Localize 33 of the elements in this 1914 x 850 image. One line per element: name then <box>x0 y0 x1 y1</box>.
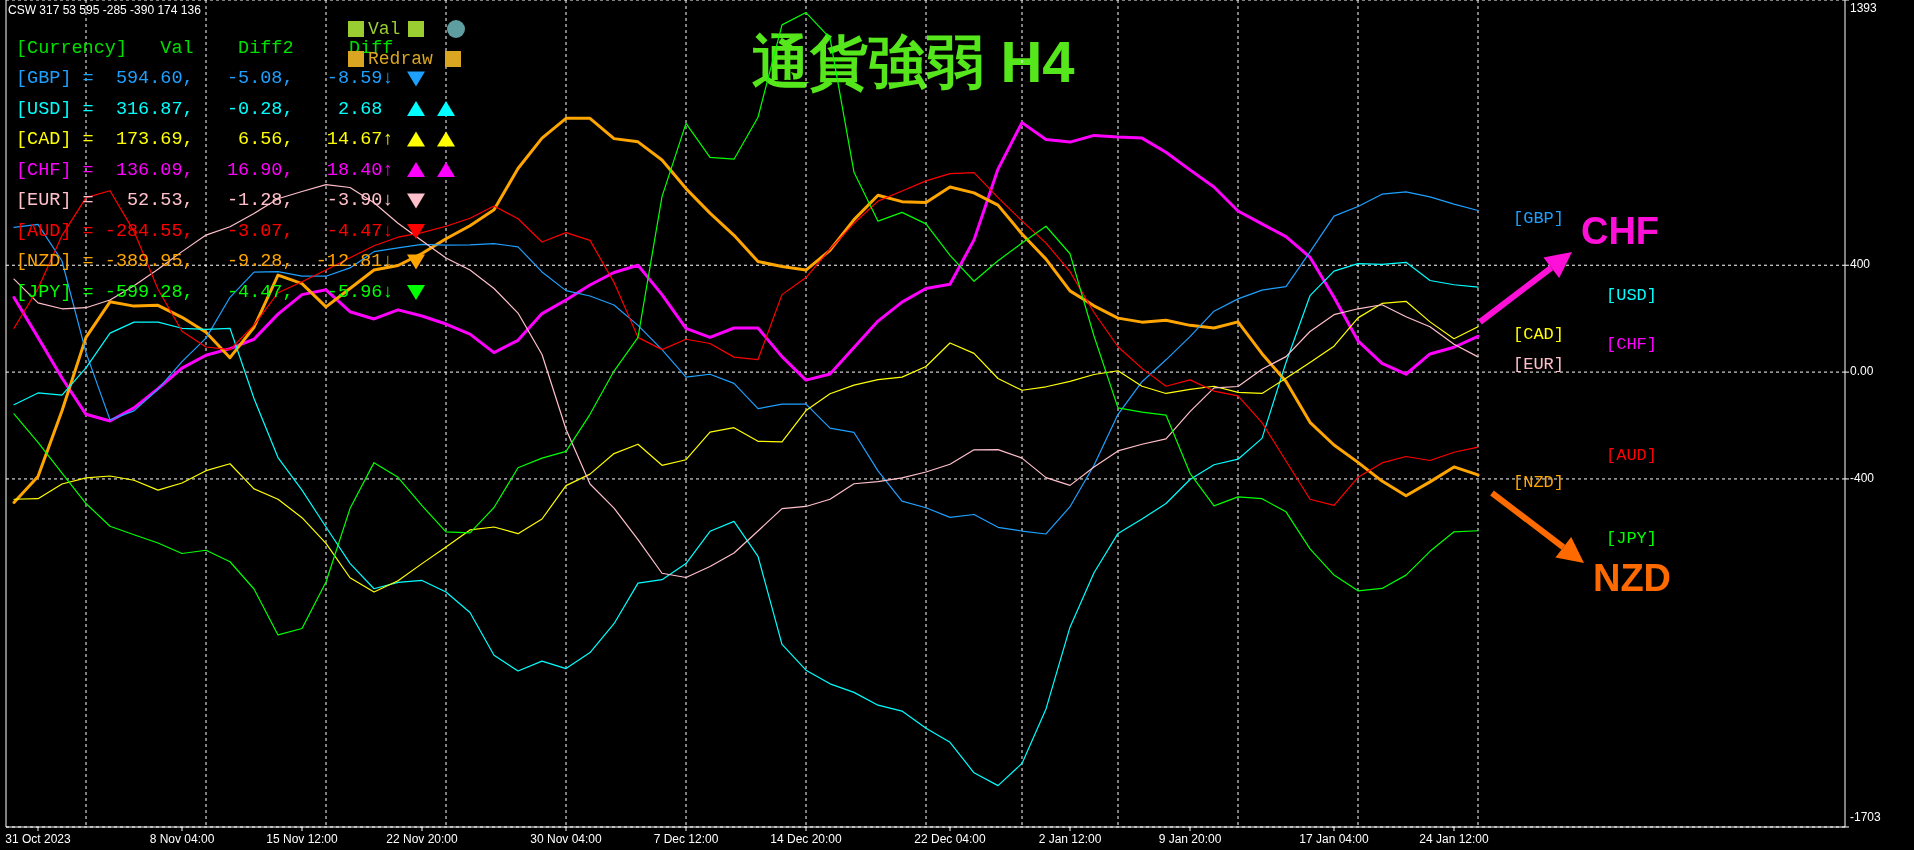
x-tick-label: 7 Dec 12:00 <box>653 832 719 846</box>
text: [CHF] <box>1606 334 1658 354</box>
annotation: [CAD] = 173.69, 6.56, 14.67↑ <box>16 129 394 151</box>
text: [GBP] <box>1513 208 1565 228</box>
annotation: Val <box>368 18 401 39</box>
x-tick-label: 30 Nov 04:00 <box>530 832 603 846</box>
annotation: [GBP] = 594.60, -5.08, -8.59↓ <box>16 68 394 90</box>
x-tick-label: 2 Jan 12:00 <box>1038 832 1102 846</box>
y-tick-label: -400 <box>1850 471 1875 486</box>
x-tick-label: 31 Oct 2023 <box>5 832 72 846</box>
x-tick-label: 8 Nov 04:00 <box>149 832 215 846</box>
x-tick-label: 24 Jan 12:00 <box>1419 832 1490 846</box>
text: [CAD] <box>1513 325 1565 345</box>
y-tick-label: 400 <box>1850 257 1871 272</box>
x-tick-label: 22 Dec 04:00 <box>914 832 987 846</box>
x-tick-label: 9 Jan 20:00 <box>1158 832 1222 846</box>
text: NZD <box>1592 557 1672 600</box>
annotation: [USD] = 316.87, -0.28, 2.68 <box>16 98 383 120</box>
x-tick-label: 15 Nov 12:00 <box>266 832 339 846</box>
text: [EUR] <box>1513 355 1565 375</box>
text: [USD] <box>1606 285 1658 305</box>
text: CHF <box>1580 210 1660 253</box>
y-tick-label: 0.00 <box>1850 364 1874 379</box>
x-tick-label: 14 Dec 20:00 <box>770 832 843 846</box>
text: [AUD] <box>1606 445 1658 465</box>
y-tick-label: 1393 <box>1850 1 1878 16</box>
annotation: CSW 317 53 595 -285 -390 174 136 <box>8 3 202 17</box>
x-tick-label: 17 Jan 04:00 <box>1299 832 1370 846</box>
text: [NZD] <box>1513 473 1565 493</box>
annotation: [CHF] = 136.09, 16.90, 18.40↑ <box>16 159 394 181</box>
x-tick-label: 22 Nov 20:00 <box>386 832 459 846</box>
text: [JPY] <box>1606 529 1658 549</box>
y-tick-label: -1703 <box>1850 810 1882 825</box>
